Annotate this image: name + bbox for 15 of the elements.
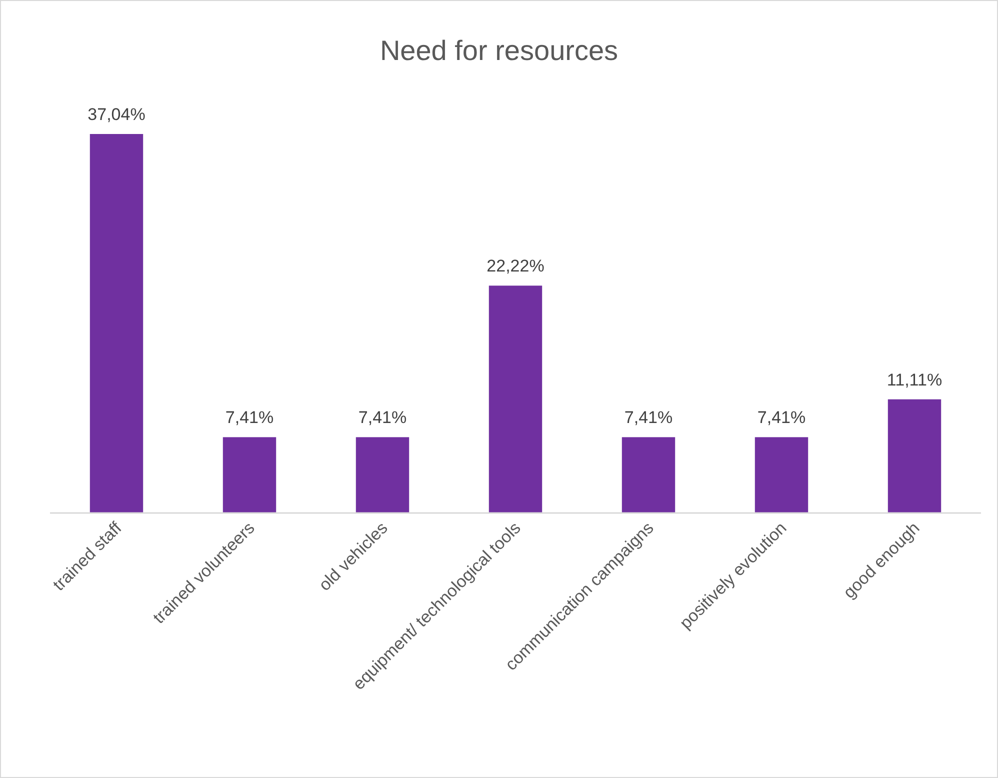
data-label: 7,41%	[624, 408, 673, 428]
bar	[356, 437, 410, 513]
data-label: 11,11%	[886, 370, 942, 390]
bar	[754, 437, 808, 513]
data-label: 7,41%	[757, 408, 806, 428]
chart-title: Need for resources	[380, 35, 618, 66]
bar	[222, 437, 276, 513]
bar	[488, 286, 542, 513]
data-label: 7,41%	[358, 408, 407, 428]
bar	[90, 134, 144, 513]
data-label: 7,41%	[225, 408, 274, 428]
bar	[622, 437, 676, 513]
data-label: 37,04%	[88, 105, 146, 124]
data-label: 22,22%	[486, 256, 544, 276]
bar	[888, 399, 942, 513]
